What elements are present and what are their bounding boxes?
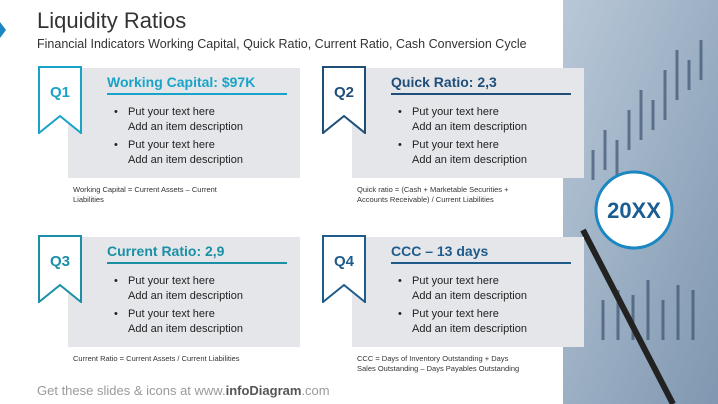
- item-text: Put your text here: [412, 139, 499, 151]
- formula-note: Current Ratio = Current Assets / Current…: [73, 354, 240, 363]
- bullet-item: Put your text here Add an item descriptio…: [398, 105, 527, 135]
- card-heading: CCC – 13 days: [391, 243, 571, 264]
- footer: Get these slides & icons at www.infoDiag…: [37, 383, 330, 398]
- badge: Q3: [38, 235, 82, 305]
- background-photo: 20XX: [563, 0, 718, 404]
- badge-label: Q2: [334, 84, 354, 101]
- item-text: Put your text here: [412, 275, 499, 287]
- card-heading: Quick Ratio: 2,3: [391, 74, 571, 95]
- item-text: Put your text here: [128, 106, 215, 118]
- item-text: Put your text here: [128, 308, 215, 320]
- formula-note: Quick ratio = (Cash + Marketable Securit…: [357, 185, 509, 204]
- badge-label: Q1: [50, 84, 70, 101]
- bullet-item: Put your text here Add an item descriptio…: [398, 307, 527, 337]
- marker: [0, 22, 6, 38]
- formula-note: CCC = Days of Inventory Outstanding + Da…: [357, 354, 520, 373]
- bullet-item: Put your text here Add an item descriptio…: [114, 274, 243, 304]
- formula-note: Working Capital = Current Assets – Curre…: [73, 185, 217, 204]
- item-text: Add an item description: [128, 323, 243, 335]
- item-text: Add an item description: [412, 323, 527, 335]
- item-text: Put your text here: [128, 139, 215, 151]
- badge-label: Q3: [50, 253, 70, 270]
- bullet-item: Put your text here Add an item descriptio…: [398, 138, 527, 168]
- badge-label: Q4: [334, 253, 355, 270]
- card-heading: Current Ratio: 2,9: [107, 243, 287, 264]
- footer-text: .com: [301, 383, 330, 398]
- item-text: Put your text here: [128, 275, 215, 287]
- bullet-item: Put your text here Add an item descriptio…: [398, 274, 527, 304]
- item-text: Put your text here: [412, 106, 499, 118]
- item-text: Add an item description: [128, 154, 243, 166]
- item-text: Add an item description: [412, 290, 527, 302]
- year-label: 20XX: [607, 198, 661, 223]
- bullet-item: Put your text here Add an item descriptio…: [114, 105, 243, 135]
- item-text: Put your text here: [412, 308, 499, 320]
- badge: Q1: [38, 66, 82, 136]
- subtitle: Financial Indicators Working Capital, Qu…: [37, 37, 527, 51]
- title: Liquidity Ratios: [37, 8, 187, 33]
- card-heading: Working Capital: $97K: [107, 74, 287, 95]
- bullet-item: Put your text here Add an item descriptio…: [114, 138, 243, 168]
- badge: Q4: [322, 235, 366, 305]
- badge: Q2: [322, 66, 366, 136]
- item-text: Add an item description: [412, 154, 527, 166]
- item-text: Add an item description: [128, 290, 243, 302]
- item-text: Add an item description: [128, 121, 243, 133]
- bullet-item: Put your text here Add an item descriptio…: [114, 307, 243, 337]
- footer-brand: infoDiagram: [225, 383, 302, 398]
- item-text: Add an item description: [412, 121, 527, 133]
- footer-text: Get these slides & icons at www.: [37, 383, 226, 398]
